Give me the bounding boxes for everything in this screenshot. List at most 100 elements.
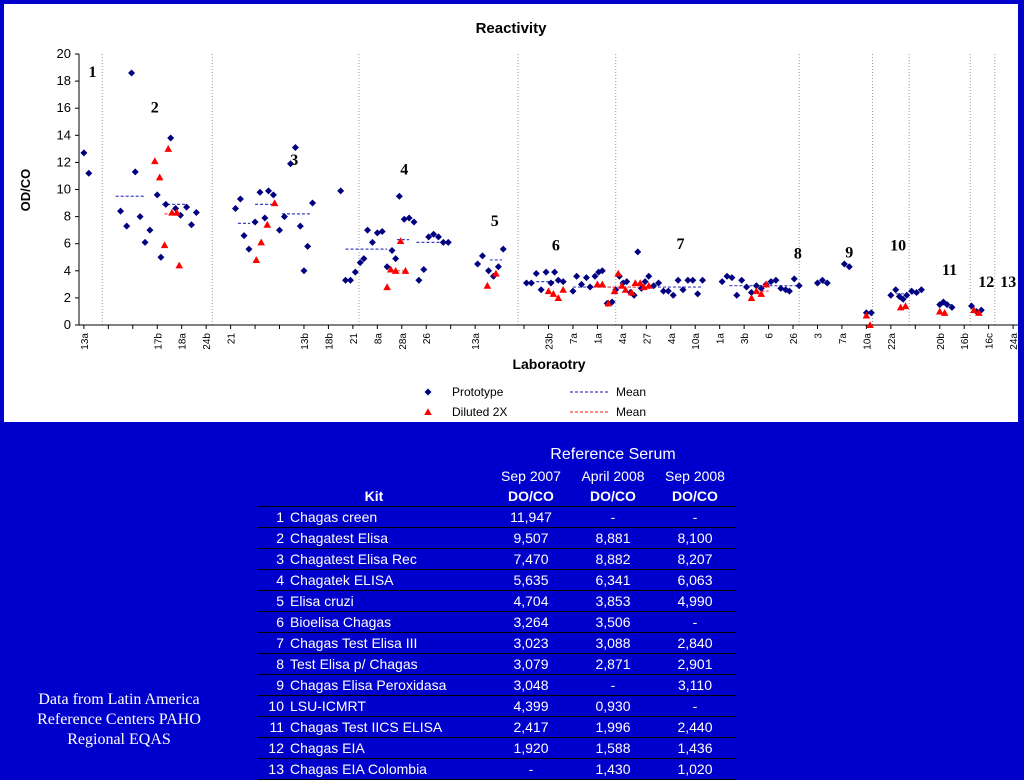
prototype-point <box>304 242 312 250</box>
cell-v1: 3,048 <box>490 674 572 696</box>
source-note: Data from Latin America Reference Center… <box>6 690 232 750</box>
prototype-point <box>645 272 653 280</box>
prototype-point <box>532 270 540 278</box>
x-tick-label: 18b <box>324 333 335 350</box>
cell-n: 4 <box>258 569 288 591</box>
diluted-point <box>155 173 164 181</box>
prototype-point <box>747 288 755 296</box>
kit-number-label: 1 <box>88 64 96 81</box>
diluted-point <box>862 311 871 319</box>
cell-v3: 2,840 <box>654 632 736 654</box>
y-tick-label: 16 <box>57 100 71 115</box>
prototype-point <box>650 282 658 290</box>
chart-panel: Reactivity 0 2 4 6 8 10 12 14 16 18 20 OD/CO 13a 17b 18… <box>4 4 1018 422</box>
prototype-point <box>699 276 707 284</box>
chart-title: Reactivity <box>476 20 548 37</box>
prototype-point <box>364 226 372 234</box>
prototype-point <box>867 309 875 317</box>
cell-v1: 4,704 <box>490 590 572 612</box>
source-line-1: Data from Latin America <box>38 691 200 708</box>
prototype-point <box>240 232 248 240</box>
cell-kit: Chagas creen <box>288 506 490 528</box>
kit-number-label: 8 <box>794 246 802 263</box>
diluted-point <box>549 290 558 297</box>
prototype-point <box>499 245 507 253</box>
cell-v3: - <box>654 506 736 528</box>
col-date-3: Sep 2008 <box>665 468 725 484</box>
prototype-point <box>892 286 900 294</box>
kit-number-label: 5 <box>491 213 499 230</box>
prototype-point <box>405 214 413 222</box>
prototype-point <box>554 276 562 284</box>
prototype-point <box>903 291 911 299</box>
prototype-point <box>400 215 408 223</box>
prototype-point <box>351 268 359 276</box>
col-unit-1: DO/CO <box>508 488 554 504</box>
cell-v1: 9,507 <box>490 527 572 549</box>
prototype-point <box>733 291 741 299</box>
table-title: Reference Serum <box>550 446 676 463</box>
prototype-point <box>410 218 418 226</box>
cell-v2: 3,088 <box>572 632 654 654</box>
prototype-point <box>368 238 376 246</box>
prototype-point <box>655 279 663 287</box>
kit-number-label: 10 <box>890 237 906 254</box>
diluted-point <box>160 241 169 249</box>
diluted-point <box>935 307 944 315</box>
kit-number-label: 13 <box>1000 274 1016 291</box>
kit-number-label: 3 <box>290 152 298 169</box>
x-tick-label: 28a <box>398 333 409 350</box>
diluted-point <box>644 281 653 289</box>
cell-kit: Chagas EIA <box>288 737 490 759</box>
x-tick-label: 24b <box>202 333 213 350</box>
diluted-point <box>173 208 181 216</box>
prototype-point <box>679 286 687 294</box>
prototype-point <box>85 169 93 177</box>
prototype-point <box>291 143 299 151</box>
prototype-point <box>232 204 239 212</box>
cell-v3: 1,020 <box>654 758 736 780</box>
prototype-point <box>485 267 493 275</box>
col-unit-2: DO/CO <box>590 488 636 504</box>
cell-kit: Bioelisa Chagas <box>288 611 490 633</box>
prototype-point <box>913 288 921 296</box>
prototype-point <box>256 188 264 196</box>
prototype-point <box>943 301 951 309</box>
x-tick-label: 20b <box>936 333 947 350</box>
x-tick-label: 27 <box>642 333 653 345</box>
prototype-point <box>183 203 191 211</box>
x-tick-label: 1a <box>593 333 604 345</box>
cell-v3: 3,110 <box>654 674 736 696</box>
prototype-point <box>251 218 259 226</box>
diluted-point <box>175 261 184 269</box>
prototype-point <box>689 276 697 284</box>
x-tick-label: 16b <box>960 333 971 350</box>
diluted-point <box>270 199 279 207</box>
legend-diluted-marker <box>424 408 432 416</box>
cell-n: 7 <box>258 632 288 654</box>
prototype-point <box>123 222 131 230</box>
prototype-point <box>276 226 284 234</box>
diluted-point <box>598 280 607 288</box>
diluted-point <box>975 309 983 316</box>
x-tick-label: 13a <box>471 333 482 350</box>
cell-kit: Elisa cruzi <box>288 590 490 612</box>
prototype-point <box>287 160 295 168</box>
prototype-point <box>439 238 447 246</box>
diluted-point <box>621 285 630 293</box>
cell-v1: 3,023 <box>490 632 572 654</box>
x-tick-label: 10a <box>862 333 873 350</box>
prototype-point <box>430 230 438 238</box>
y-tick-label: 10 <box>57 182 71 197</box>
prototype-point <box>887 291 895 299</box>
kit-number-label: 12 <box>978 274 994 291</box>
diluted-point <box>401 267 410 274</box>
cell-v2: 2,871 <box>572 653 654 675</box>
col-unit-3: DO/CO <box>672 488 718 504</box>
prototype-point <box>167 134 175 142</box>
prototype-point <box>172 204 180 212</box>
diluted-point <box>559 285 567 293</box>
x-tick-label: 8a <box>373 333 384 345</box>
prototype-point <box>578 280 586 288</box>
x-tick-label: 3 <box>813 333 824 339</box>
